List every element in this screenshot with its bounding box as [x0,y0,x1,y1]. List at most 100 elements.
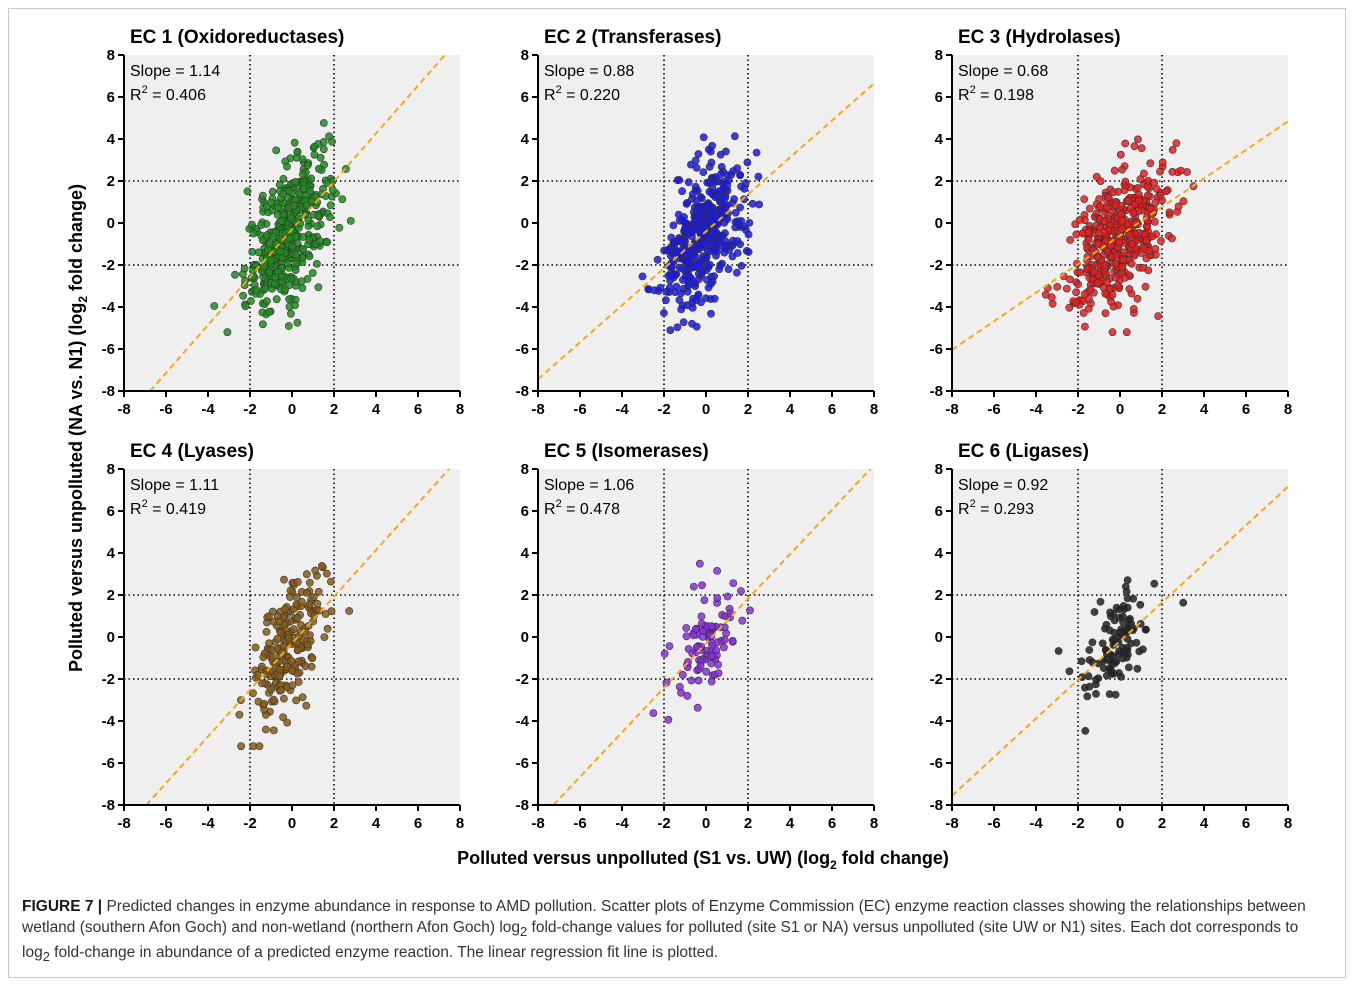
data-point [290,138,299,147]
data-point [665,283,674,292]
data-point [1110,616,1119,625]
data-point [291,266,300,274]
data-point [293,614,302,622]
data-point [1128,240,1137,248]
y-tick-label: 4 [521,131,530,148]
data-point [1120,628,1129,636]
data-point [1086,285,1095,294]
data-point [1150,579,1159,588]
data-points [1054,576,1188,735]
data-point [731,218,740,226]
data-point [1162,187,1171,195]
data-point [323,179,331,187]
data-points [638,132,763,335]
data-point [326,201,335,210]
data-point [693,703,702,712]
data-point [1081,322,1089,331]
regression-fit-line [537,82,875,380]
data-point [1072,298,1081,307]
data-point [1151,250,1160,259]
data-point [287,657,296,665]
data-point [294,646,302,654]
data-point [269,695,278,704]
y-tick-label: 0 [935,215,943,232]
data-point [272,146,281,155]
data-point [1092,690,1100,698]
data-point [713,247,721,256]
data-point [237,742,245,751]
panel-title: EC 1 (Oxidoreductases) [130,27,344,48]
data-point [1136,620,1145,628]
slope-annotation: Slope = 0.68 [958,63,1048,80]
data-point [669,221,678,230]
figure-caption: FIGURE 7 | Predicted changes in enzyme a… [22,896,1327,967]
data-point [273,634,282,643]
data-point [1107,297,1115,306]
data-point [1158,158,1167,167]
data-point [262,297,271,306]
x-axis-label: Polluted versus unpolluted (S1 vs. UW) (… [457,848,949,872]
scatter-panel: -8 -6 -4 -2 0 2 4 6 8 -8 -6 -4 -2 0 2 4 6 8 EC 3 (Hydrolas… [930,27,1293,418]
data-point [707,677,716,686]
data-point [1174,202,1183,211]
data-point [678,671,687,679]
data-point [1111,273,1120,282]
caption-text: fold-change in abundance of a predicted … [49,944,719,962]
data-point [247,297,255,305]
x-tick-label: 4 [786,401,795,418]
data-point [660,309,668,317]
y-tick-label: 0 [935,629,943,646]
data-point [699,168,708,176]
data-point [694,290,703,299]
y-tick-label: -8 [102,383,115,400]
data-point [279,694,288,703]
y-tick-label: 4 [935,545,944,562]
data-point [1085,204,1094,213]
data-point [294,678,303,686]
r-squared-annotation: R2 = 0.478 [544,498,620,518]
data-point [683,224,692,233]
data-point [262,628,271,636]
data-point [677,305,686,314]
data-point [316,237,324,245]
data-point [1074,280,1082,289]
data-point [320,633,329,641]
y-tick-label: 6 [521,89,529,106]
data-point [267,198,275,207]
data-point [298,170,307,179]
data-point [1048,299,1057,308]
data-point [742,226,750,234]
data-point [299,184,308,193]
y-tick-label: -2 [102,257,115,274]
data-point [314,211,322,220]
data-point [309,593,318,601]
caption-text: Predicted changes in enzyme abundance in… [22,898,1306,936]
x-tick-label: 8 [456,815,464,832]
data-point [733,268,741,277]
data-point [744,248,753,256]
data-point [696,241,705,250]
data-point [723,592,732,601]
y-tick-label: -6 [516,755,529,772]
data-point [273,203,282,212]
data-point [1134,135,1142,144]
x-tick-label: -6 [987,815,1000,832]
caption-subscript: 2 [520,924,528,940]
data-point [712,239,721,248]
x-tick-label: 6 [1242,401,1250,418]
y-tick-label: -8 [930,797,943,814]
data-point [675,296,684,304]
data-point [303,161,312,170]
data-point [733,164,742,172]
data-point [707,622,716,630]
data-point [1075,216,1084,224]
data-point [638,272,647,281]
data-point [286,309,295,318]
data-point [721,194,729,202]
data-point [269,726,278,735]
data-point [1129,305,1138,313]
y-tick-label: -2 [516,671,529,688]
slope-annotation: Slope = 0.92 [958,477,1048,494]
data-point [308,269,317,277]
x-tick-label: 2 [744,401,752,418]
